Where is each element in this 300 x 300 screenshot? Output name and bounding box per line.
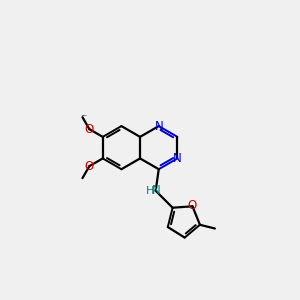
Text: O: O — [85, 160, 94, 172]
Text: H: H — [146, 186, 154, 196]
Text: N: N — [154, 120, 163, 133]
Text: O: O — [85, 123, 94, 136]
Text: methyl: methyl — [82, 115, 87, 116]
Text: O: O — [188, 199, 197, 212]
Text: N: N — [173, 152, 182, 165]
Text: methyl: methyl — [82, 114, 87, 116]
Text: N: N — [152, 184, 161, 197]
